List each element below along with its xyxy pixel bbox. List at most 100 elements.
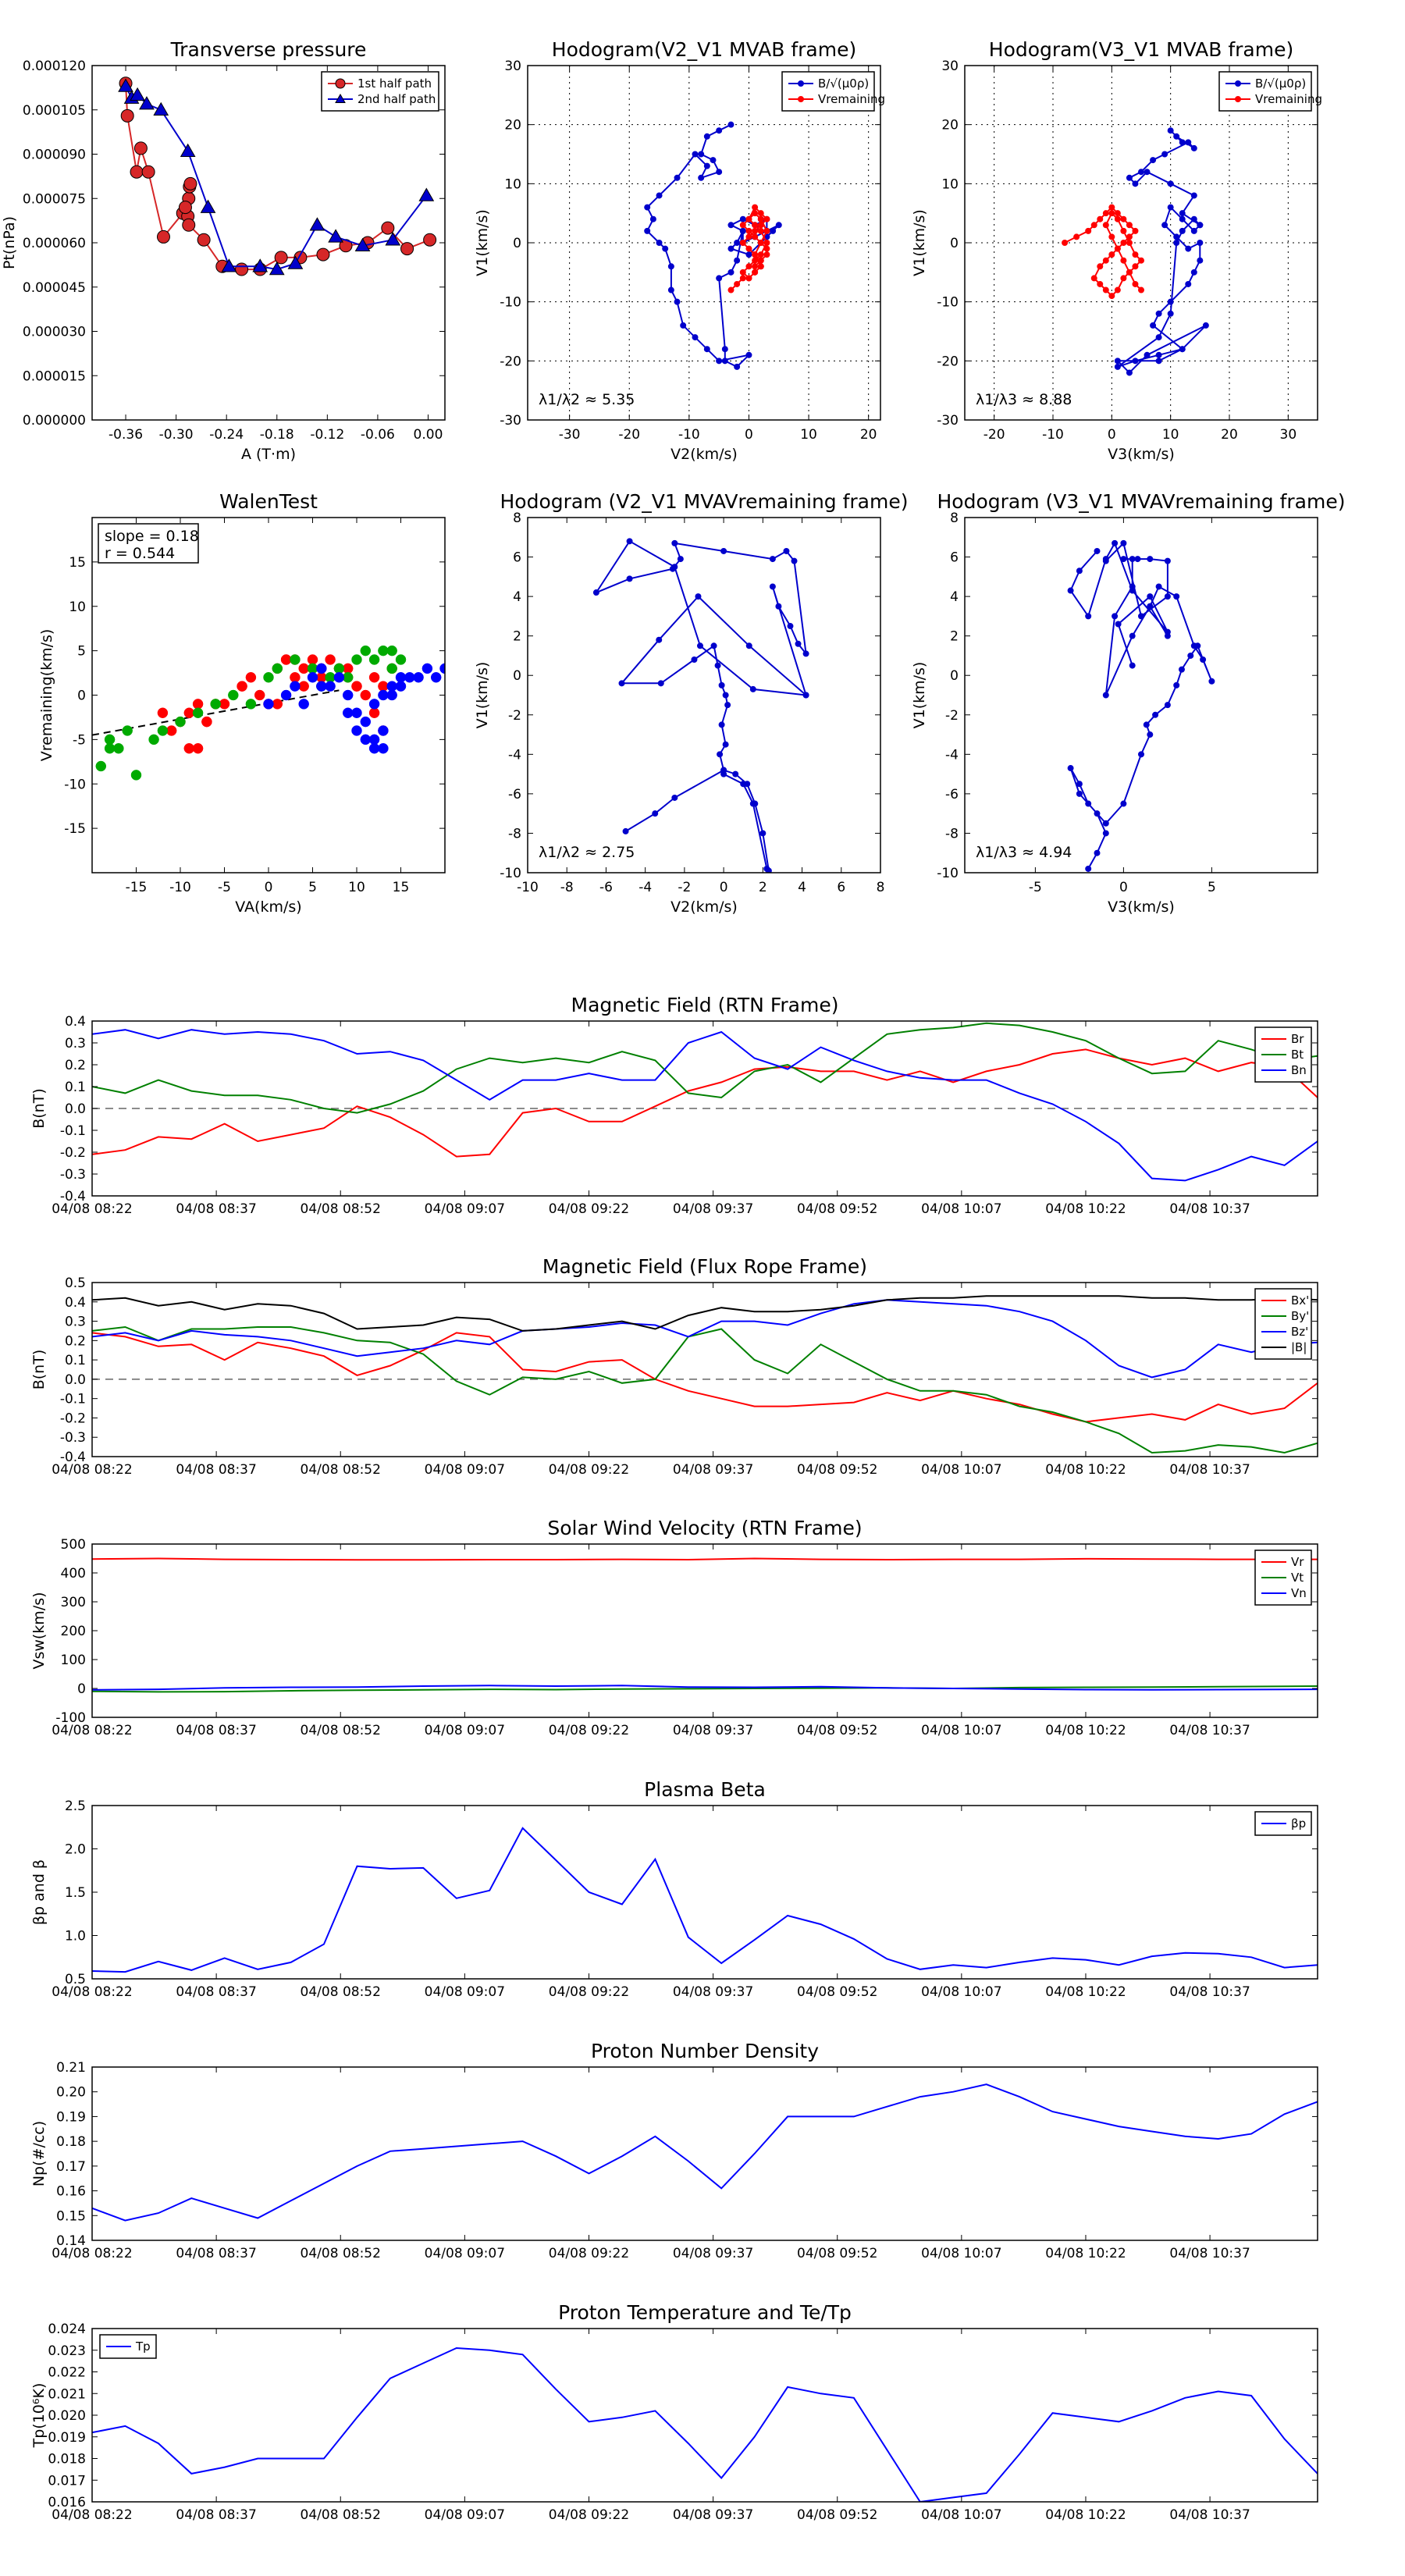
data-point xyxy=(757,263,764,270)
series-By- xyxy=(92,1325,1318,1454)
x-axis-label: V2(km/s) xyxy=(670,446,738,463)
x-axis-label: V3(km/s) xyxy=(1108,898,1175,916)
data-point xyxy=(210,699,221,710)
y-tick-label: -100 xyxy=(55,1710,86,1726)
data-point xyxy=(1120,240,1127,246)
x-tick-label: 04/08 08:22 xyxy=(52,1723,132,1738)
y-tick-label: 0.023 xyxy=(48,2343,86,2359)
data-point xyxy=(1076,568,1083,575)
data-point xyxy=(724,702,731,709)
data-point xyxy=(703,162,710,169)
data-point xyxy=(752,233,759,240)
data-point xyxy=(727,222,735,229)
series--p xyxy=(92,1827,1318,1973)
series-line xyxy=(92,1029,1318,1182)
data-point xyxy=(274,251,288,265)
data-point xyxy=(269,262,285,276)
data-point xyxy=(592,589,599,596)
x-tick-label: 04/08 10:22 xyxy=(1045,2507,1126,2523)
y-tick-label: -8 xyxy=(945,826,959,841)
legend-label: Bn xyxy=(1291,1063,1307,1077)
y-tick-label: -8 xyxy=(508,826,521,841)
series-Vt xyxy=(92,1685,1318,1693)
y-tick-label: 0.024 xyxy=(48,2322,86,2337)
x-tick-label: 04/08 09:07 xyxy=(425,1723,505,1738)
data-point xyxy=(757,240,764,246)
plot-area xyxy=(1067,539,1215,872)
data-point xyxy=(395,654,407,665)
data-point xyxy=(644,204,651,211)
legend-label: Bt xyxy=(1291,1048,1304,1062)
data-point xyxy=(386,645,397,656)
series-path xyxy=(592,538,809,873)
y-axis-label: βp and β xyxy=(30,1859,48,1925)
series-Br xyxy=(92,1048,1318,1158)
x-tick-label: -0.36 xyxy=(108,427,143,443)
data-point xyxy=(727,121,735,128)
plot-area xyxy=(644,121,782,370)
data-point xyxy=(307,654,318,665)
data-point xyxy=(732,770,739,777)
data-point xyxy=(674,298,681,305)
x-tick-label: 04/08 08:22 xyxy=(52,1462,132,1478)
series-Vr xyxy=(92,1557,1318,1561)
x-tick-label: 04/08 09:07 xyxy=(425,1984,505,2000)
data-point xyxy=(153,101,169,116)
y-tick-label: -30 xyxy=(500,413,521,429)
data-point xyxy=(1185,139,1192,146)
data-point xyxy=(342,689,354,701)
x-axis-label: VA(km/s) xyxy=(235,898,301,916)
x-tick-label: 04/08 08:37 xyxy=(176,1462,256,1478)
data-point xyxy=(290,654,301,665)
data-point xyxy=(418,187,435,201)
data-point xyxy=(649,215,656,222)
data-point xyxy=(252,258,269,272)
series-line xyxy=(1064,206,1143,297)
x-tick-label: 10 xyxy=(348,880,365,895)
y-axis-label: B(nT) xyxy=(30,1088,48,1129)
x-tick-label: 04/08 09:07 xyxy=(425,2246,505,2261)
data-point xyxy=(360,645,372,656)
x-tick-label: 10 xyxy=(1162,427,1179,443)
data-point xyxy=(263,699,274,710)
x-tick-label: 15 xyxy=(393,880,410,895)
y-tick-label: 0.0 xyxy=(65,1101,86,1117)
data-point xyxy=(1167,180,1174,187)
data-point xyxy=(656,636,663,643)
solar_wind_velocity-chart: 04/08 08:22 04/08 08:37 04/08 08:52 04/08 0… xyxy=(30,1517,1318,1738)
x-tick-label: -20 xyxy=(984,427,1005,443)
x-tick-label: -4 xyxy=(638,880,652,895)
y-tick-label: -0.2 xyxy=(60,1145,86,1161)
data-point xyxy=(1179,346,1186,353)
legend-label: By' xyxy=(1291,1309,1309,1323)
mag_field_rtn-chart: 04/08 08:22 04/08 08:37 04/08 08:52 04/08 0… xyxy=(30,994,1318,1217)
data-point xyxy=(290,672,301,683)
data-point xyxy=(1185,280,1192,287)
data-point xyxy=(1114,245,1121,252)
data-point xyxy=(118,78,133,92)
y-tick-label: 0.000105 xyxy=(23,103,86,119)
data-point xyxy=(113,743,124,754)
data-point xyxy=(716,358,723,365)
x-tick-label: 04/08 08:52 xyxy=(301,1723,381,1738)
x-tick-label: 04/08 08:22 xyxy=(52,2507,132,2523)
y-tick-label: 0.016 xyxy=(48,2495,86,2510)
x-tick-label: 04/08 09:07 xyxy=(425,2507,505,2523)
x-tick-label: -2 xyxy=(678,880,691,895)
eigenvalue-ratio: λ1/λ3 ≈ 4.94 xyxy=(976,844,1072,861)
data-point xyxy=(139,96,155,110)
annotation-line: slope = 0.18 xyxy=(105,528,199,545)
data-point xyxy=(378,645,389,656)
series-line xyxy=(92,2083,1318,2222)
x-tick-label: 0.00 xyxy=(414,427,443,443)
y-tick-label: 0.5 xyxy=(65,1972,86,1987)
data-point xyxy=(156,229,170,244)
data-point xyxy=(1102,692,1109,699)
axes-frame xyxy=(527,517,881,873)
y-axis-label: Np(#/cc) xyxy=(30,2121,48,2186)
data-point xyxy=(749,685,756,692)
data-point xyxy=(1108,293,1115,300)
data-point xyxy=(95,760,107,772)
x-tick-label: -5 xyxy=(218,880,231,895)
data-point xyxy=(1190,269,1197,276)
